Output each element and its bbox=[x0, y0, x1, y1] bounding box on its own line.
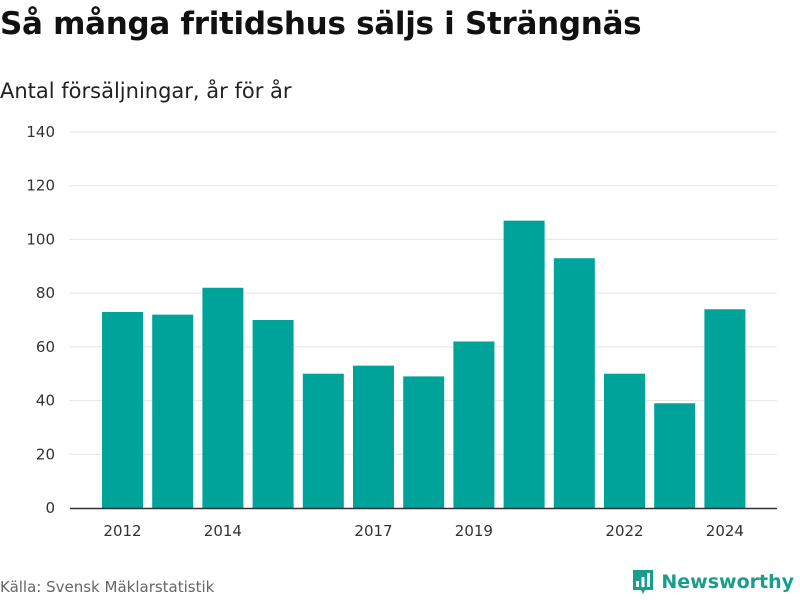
chart-subtitle: Antal försäljningar, år för år bbox=[0, 79, 292, 103]
bar-2015 bbox=[252, 320, 294, 508]
bar-2021 bbox=[553, 258, 595, 508]
y-tick-label: 80 bbox=[36, 284, 55, 302]
x-tick-label: 2019 bbox=[455, 522, 493, 540]
brand-logo[interactable]: Newsworthy bbox=[631, 568, 794, 596]
bar-2013 bbox=[152, 314, 194, 508]
y-tick-label: 60 bbox=[36, 338, 55, 356]
y-tick-label: 120 bbox=[26, 177, 55, 195]
x-tick-label: 2024 bbox=[706, 522, 744, 540]
bar-chart-logo-icon bbox=[633, 570, 654, 594]
y-tick-label: 100 bbox=[26, 230, 55, 248]
bar-2023 bbox=[654, 403, 696, 508]
bar-2020 bbox=[503, 220, 545, 508]
bar-2014 bbox=[202, 287, 244, 508]
y-tick-label: 140 bbox=[26, 123, 55, 141]
y-axis-tick-labels: 0 20 40 60 80 100 120 140 bbox=[26, 123, 55, 517]
bar-2018 bbox=[403, 376, 445, 508]
bar-2024 bbox=[704, 309, 746, 508]
x-axis-tick-labels: 2012 2014 2017 2019 2022 2024 bbox=[103, 522, 744, 540]
bar-2019 bbox=[453, 341, 495, 508]
y-tick-label: 40 bbox=[36, 392, 55, 410]
chart-title: Så många fritidshus säljs i Strängnäs bbox=[0, 6, 642, 42]
x-tick-label: 2012 bbox=[103, 522, 141, 540]
source-note: Källa: Svensk Mäklarstatistik bbox=[0, 578, 215, 596]
bar-2012 bbox=[102, 311, 143, 508]
brand-name: Newsworthy bbox=[661, 571, 794, 593]
x-tick-label: 2014 bbox=[204, 522, 242, 540]
x-tick-label: 2017 bbox=[354, 522, 392, 540]
bar-2022 bbox=[604, 373, 645, 508]
y-tick-label: 0 bbox=[45, 499, 55, 517]
x-tick-label: 2022 bbox=[605, 522, 643, 540]
bar-2017 bbox=[353, 365, 394, 508]
bar-2016 bbox=[302, 373, 344, 508]
bar-series bbox=[102, 220, 746, 508]
y-tick-label: 20 bbox=[36, 445, 55, 463]
